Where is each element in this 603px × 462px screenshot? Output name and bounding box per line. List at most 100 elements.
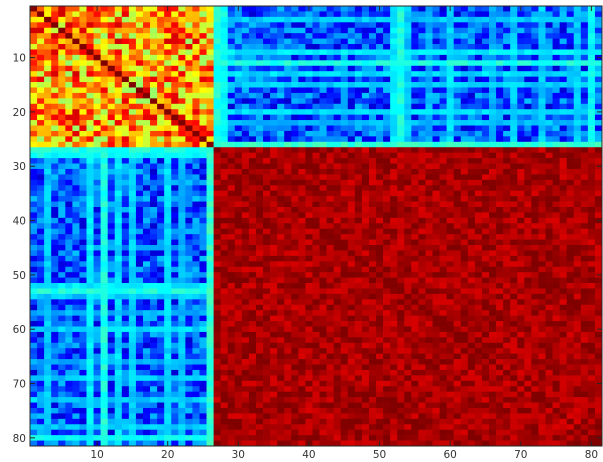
heatmap-cell xyxy=(121,33,130,39)
heatmap-cell xyxy=(594,255,603,262)
heatmap-cell xyxy=(135,16,144,23)
heatmap-cell xyxy=(361,82,370,88)
heatmap-cell xyxy=(284,87,292,94)
heatmap-cell xyxy=(255,277,264,284)
heatmap-cell xyxy=(347,60,356,67)
heatmap-cell xyxy=(192,174,200,181)
heatmap-cell xyxy=(227,158,236,164)
heatmap-cell xyxy=(432,141,440,148)
heatmap-cell xyxy=(411,71,419,77)
heatmap-cell xyxy=(263,255,271,262)
heatmap-cell xyxy=(312,163,320,170)
heatmap-cell xyxy=(263,33,271,39)
heatmap-cell xyxy=(383,261,391,268)
heatmap-cell xyxy=(107,136,116,143)
heatmap-cell xyxy=(319,120,327,126)
heatmap-cell xyxy=(474,310,483,316)
heatmap-cell xyxy=(559,87,568,94)
heatmap-cell xyxy=(411,44,419,50)
heatmap-cell xyxy=(340,326,349,333)
heatmap-cell xyxy=(319,196,327,202)
heatmap-cell xyxy=(354,33,363,39)
heatmap-cell xyxy=(489,250,497,257)
heatmap-cell xyxy=(425,272,433,278)
heatmap-cell xyxy=(559,277,568,284)
heatmap-cell xyxy=(326,272,334,278)
heatmap-cell xyxy=(418,250,426,257)
heatmap-cell xyxy=(439,228,447,235)
heatmap-cell xyxy=(185,71,193,77)
heatmap-cell xyxy=(361,196,370,202)
heatmap-cell xyxy=(361,54,370,61)
heatmap-cell xyxy=(241,71,250,77)
heatmap-cell xyxy=(277,212,285,219)
heatmap-cell xyxy=(467,114,476,121)
heatmap-cell xyxy=(312,239,320,246)
heatmap-cell xyxy=(135,114,144,121)
heatmap-cell xyxy=(157,33,165,39)
heatmap-cell xyxy=(531,326,539,333)
heatmap-cell xyxy=(566,206,575,213)
heatmap-cell xyxy=(220,120,229,126)
heatmap-cell xyxy=(383,27,391,34)
heatmap-cell xyxy=(58,212,66,219)
heatmap-cell xyxy=(37,304,45,311)
heatmap-cell xyxy=(312,54,320,61)
heatmap-cell xyxy=(72,337,80,344)
heatmap-cell xyxy=(481,114,490,121)
heatmap-cell xyxy=(107,16,116,23)
heatmap-cell xyxy=(376,125,384,132)
heatmap-cell xyxy=(37,201,45,208)
heatmap-cell xyxy=(411,38,419,45)
heatmap-cell xyxy=(460,120,469,126)
heatmap-cell xyxy=(467,179,476,186)
heatmap-cell xyxy=(531,293,539,300)
heatmap-cell xyxy=(72,255,80,262)
heatmap-cell xyxy=(411,54,419,61)
heatmap-cell xyxy=(255,33,264,39)
heatmap-cell xyxy=(263,185,271,192)
heatmap-cell xyxy=(135,206,144,213)
heatmap-cell xyxy=(44,76,52,83)
heatmap-cell xyxy=(538,92,546,99)
heatmap-cell xyxy=(199,288,207,295)
heatmap-cell xyxy=(524,331,532,338)
heatmap-cell xyxy=(234,125,243,132)
heatmap-cell xyxy=(206,234,214,240)
heatmap-cell xyxy=(404,92,412,99)
heatmap-cell xyxy=(594,168,603,175)
heatmap-cell xyxy=(538,212,546,219)
heatmap-cell xyxy=(312,60,320,67)
heatmap-cell xyxy=(552,87,560,94)
heatmap-cell xyxy=(114,283,123,289)
heatmap-cell xyxy=(446,82,455,88)
heatmap-cell xyxy=(333,212,342,219)
heatmap-cell xyxy=(580,223,589,230)
heatmap-cell xyxy=(185,277,193,284)
heatmap-cell xyxy=(277,54,285,61)
heatmap-cell xyxy=(347,234,356,240)
heatmap-cell xyxy=(361,250,370,257)
heatmap-cell xyxy=(298,141,306,148)
heatmap-cell xyxy=(524,120,532,126)
heatmap-cell xyxy=(291,283,299,289)
heatmap-cell xyxy=(263,114,271,121)
heatmap-cell xyxy=(213,168,222,175)
heatmap-cell xyxy=(354,71,363,77)
heatmap-cell xyxy=(185,11,193,18)
heatmap-cell xyxy=(383,163,391,170)
heatmap-cell xyxy=(93,71,101,77)
heatmap-cell xyxy=(326,54,334,61)
heatmap-cell xyxy=(566,234,575,240)
heatmap-cell xyxy=(531,44,539,50)
heatmap-cell xyxy=(545,250,553,257)
heatmap-cell xyxy=(37,152,45,159)
heatmap-cell xyxy=(270,304,278,311)
heatmap-cell xyxy=(545,11,553,18)
heatmap-cell xyxy=(291,65,299,72)
heatmap-cell xyxy=(559,174,568,181)
heatmap-cell xyxy=(164,288,172,295)
heatmap-cell xyxy=(107,130,116,137)
heatmap-cell xyxy=(277,266,285,273)
heatmap-cell xyxy=(270,217,278,224)
